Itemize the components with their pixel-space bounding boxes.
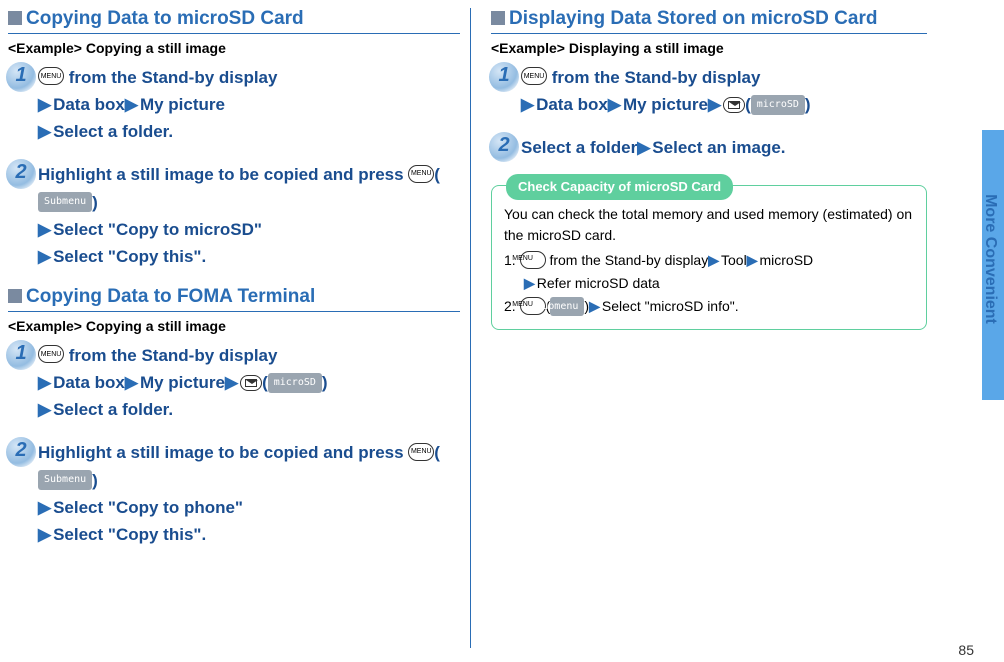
step-1: 1 MENU from the Stand-by display ▶Data b… [8, 64, 460, 146]
text: Select "Copy this". [53, 247, 206, 266]
mail-button-icon [723, 97, 745, 113]
page-number: 85 [958, 642, 974, 658]
arrow-icon: ▶ [608, 95, 621, 114]
arrow-icon: ▶ [637, 138, 650, 157]
arrow-icon: ▶ [38, 220, 51, 239]
step-1: 1 MENU from the Stand-by display ▶Data b… [491, 64, 927, 118]
step-2: 2 Select a folder▶Select an image. [491, 134, 927, 161]
arrow-icon: ▶ [38, 373, 51, 392]
arrow-icon: ▶ [38, 525, 51, 544]
text: Select a folder [521, 138, 637, 157]
text: Tool [721, 252, 747, 268]
step-number-icon: 1 [491, 64, 517, 90]
menu-button-icon: MENU [38, 345, 64, 363]
step-number-icon: 1 [8, 64, 34, 90]
column-divider [470, 8, 471, 648]
text: Select "Copy to phone" [53, 498, 243, 517]
step-body: MENU from the Stand-by display ▶Data box… [38, 342, 460, 424]
text: Highlight a still image to be copied and… [38, 165, 408, 184]
bullet-square-icon [8, 289, 22, 303]
text: from the Stand-by display [64, 346, 277, 365]
arrow-icon: ▶ [708, 95, 721, 114]
arrow-icon: ▶ [38, 498, 51, 517]
step-body: Highlight a still image to be copied and… [38, 439, 460, 548]
side-tab-label: More Convenient [981, 179, 999, 339]
text: from the Stand-by display [547, 68, 760, 87]
arrow-icon: ▶ [589, 298, 600, 314]
bullet-square-icon [8, 11, 22, 25]
text: Select "microSD info". [602, 298, 739, 314]
text: from the Stand-by display [546, 252, 709, 268]
callout-item-1-sub: ▶Refer microSD data [504, 273, 914, 294]
menu-button-icon: MENU [408, 443, 434, 461]
step-2: 2 Highlight a still image to be copied a… [8, 161, 460, 270]
arrow-icon: ▶ [524, 275, 535, 291]
arrow-icon: ▶ [521, 95, 534, 114]
callout-check-capacity: Check Capacity of microSD Card You can c… [491, 185, 927, 330]
text: Select "Copy this". [53, 525, 206, 544]
microsd-pill: microSD [268, 373, 322, 393]
arrow-icon: ▶ [125, 95, 138, 114]
step-1: 1 MENU from the Stand-by display ▶Data b… [8, 342, 460, 424]
arrow-icon: ▶ [38, 122, 51, 141]
text: from the Stand-by display [64, 68, 277, 87]
callout-item-2: 2. MENU(Submenu)▶Select "microSD info". [504, 296, 914, 317]
text: Select a folder. [53, 400, 173, 419]
menu-button-icon: MENU [520, 251, 546, 269]
mail-button-icon [240, 375, 262, 391]
text: Data box [53, 373, 125, 392]
step-number-icon: 2 [8, 439, 34, 465]
example-label: <Example> Copying a still image [8, 40, 460, 56]
step-number-icon: 2 [491, 134, 517, 160]
example-label: <Example> Copying a still image [8, 318, 460, 334]
title-text: Copying Data to microSD Card [26, 8, 460, 31]
arrow-icon: ▶ [708, 252, 719, 268]
step-body: MENU from the Stand-by display ▶Data box… [38, 64, 460, 146]
bullet-square-icon [491, 11, 505, 25]
step-body: Select a folder▶Select an image. [521, 134, 927, 161]
text: Select "Copy to microSD" [53, 220, 262, 239]
menu-button-icon: MENU [521, 67, 547, 85]
submenu-pill: Submenu [550, 297, 584, 316]
section-title-copy-microsd: Copying Data to microSD Card [8, 8, 460, 34]
menu-button-icon: MENU [408, 165, 434, 183]
text: microSD [759, 252, 813, 268]
step-body: Highlight a still image to be copied and… [38, 161, 460, 270]
microsd-pill: microSD [751, 95, 805, 115]
title-text: Displaying Data Stored on microSD Card [509, 8, 927, 31]
title-text: Copying Data to FOMA Terminal [26, 286, 460, 309]
text: Highlight a still image to be copied and… [38, 443, 408, 462]
callout-item-1: 1. MENU from the Stand-by display▶Tool▶m… [504, 250, 914, 271]
section-title-copy-foma: Copying Data to FOMA Terminal [8, 286, 460, 312]
arrow-icon: ▶ [38, 400, 51, 419]
text: Refer microSD data [537, 275, 660, 291]
example-label: <Example> Displaying a still image [491, 40, 927, 56]
arrow-icon: ▶ [125, 373, 138, 392]
arrow-icon: ▶ [225, 373, 238, 392]
callout-list: 1. MENU from the Stand-by display▶Tool▶m… [504, 250, 914, 317]
text: My picture [623, 95, 708, 114]
text: My picture [140, 95, 225, 114]
text: My picture [140, 373, 225, 392]
text: Select a folder. [53, 122, 173, 141]
step-body: MENU from the Stand-by display ▶Data box… [521, 64, 927, 118]
text: Data box [53, 95, 125, 114]
submenu-pill: Submenu [38, 470, 92, 490]
arrow-icon: ▶ [38, 247, 51, 266]
right-column: Displaying Data Stored on microSD Card <… [475, 8, 937, 654]
left-column: Copying Data to microSD Card <Example> C… [8, 8, 470, 654]
text: Select an image. [652, 138, 785, 157]
callout-title: Check Capacity of microSD Card [506, 174, 733, 200]
step-number-icon: 2 [8, 161, 34, 187]
section-title-display-microsd: Displaying Data Stored on microSD Card [491, 8, 927, 34]
callout-body: You can check the total memory and used … [504, 204, 914, 246]
step-2: 2 Highlight a still image to be copied a… [8, 439, 460, 548]
submenu-pill: Submenu [38, 192, 92, 212]
step-number-icon: 1 [8, 342, 34, 368]
text: Data box [536, 95, 608, 114]
arrow-icon: ▶ [38, 95, 51, 114]
arrow-icon: ▶ [747, 252, 758, 268]
menu-button-icon: MENU [38, 67, 64, 85]
